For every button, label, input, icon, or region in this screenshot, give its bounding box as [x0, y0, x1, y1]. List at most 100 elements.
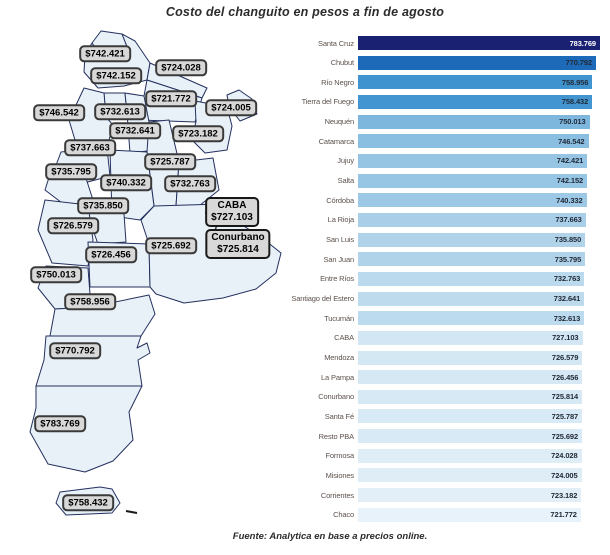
bar: 727.103: [358, 330, 583, 345]
bar-category-label: La Rioja: [327, 215, 354, 225]
bar-track: 742.152: [358, 173, 600, 188]
bar-value-label: 758.956: [561, 77, 589, 87]
bar-track: 740.332: [358, 193, 600, 208]
map-price-label: $724.005: [205, 99, 257, 117]
bar-row: Chaco 721.772: [292, 507, 600, 522]
map-price-label: $735.795: [45, 163, 97, 181]
bar-row: CABA 727.103: [292, 330, 600, 345]
bar: 783.769: [358, 36, 600, 50]
bar: 758.432: [358, 94, 593, 109]
bar-category-label: Córdoba: [326, 195, 354, 205]
bar-value-label: 725.692: [551, 431, 579, 441]
map-price-label: $732.613: [94, 103, 146, 121]
map-price-label: $742.421: [79, 45, 131, 63]
bar-value-label: 723.182: [550, 490, 578, 500]
bar: 758.956: [358, 75, 593, 90]
map-price-label: $725.787: [144, 153, 196, 171]
bar-track: 725.787: [358, 409, 600, 424]
bar-category-label: Resto PBA: [318, 431, 354, 441]
map-price-label: $721.772: [145, 90, 197, 108]
map-price-label: $770.792: [49, 342, 101, 360]
map-price-label: $750.013: [30, 266, 82, 284]
bar: 742.152: [358, 173, 588, 188]
bar-track: 725.692: [358, 429, 600, 444]
bar-category-label: Entre Ríos: [320, 274, 354, 284]
map-price-label: $724.028: [155, 59, 207, 77]
bar-row: Catamarca 746.542: [292, 134, 600, 149]
bar-value-label: 746.542: [558, 136, 585, 146]
bar-row: Entre Ríos 732.763: [292, 271, 600, 286]
bar-value-label: 783.769: [569, 38, 597, 48]
bar-value-label: 735.795: [554, 254, 582, 264]
bar-category-label: Santiago del Estero: [291, 294, 354, 304]
bar-value-label: 732.613: [553, 313, 581, 323]
map-price-label: $726.456: [85, 246, 137, 264]
bar-row: Corrientes 723.182: [292, 488, 600, 503]
bar: 735.850: [358, 232, 586, 247]
bar-track: 732.641: [358, 291, 600, 306]
bar-track: 735.850: [358, 232, 600, 247]
bar-row: La Pampa 726.456: [292, 370, 600, 385]
bar-track: 742.421: [358, 153, 600, 168]
bar-track: 724.005: [358, 468, 600, 483]
bar-value-label: 758.432: [561, 97, 589, 107]
map-price-label: $726.579: [47, 217, 99, 235]
isla-de-los-estados: [125, 510, 138, 514]
bar-category-label: San Juan: [323, 254, 355, 264]
bar-value-label: 724.028: [551, 451, 578, 461]
province-santa-cruz: [29, 385, 143, 473]
bar-category-label: Catamarca: [318, 136, 354, 146]
bar-category-label: La Pampa: [321, 372, 354, 382]
bar-row: Córdoba 740.332: [292, 193, 600, 208]
bar-track: 737.663: [358, 212, 600, 227]
bar-category-label: Conurbano: [318, 392, 354, 402]
bar-category-label: Formosa: [325, 451, 354, 461]
bar-value-label: 726.456: [551, 372, 579, 382]
bar-track: 758.956: [358, 75, 600, 90]
bar-value-label: 732.763: [553, 274, 581, 284]
bar-track: 725.814: [358, 389, 600, 404]
bar: 724.028: [358, 448, 582, 463]
map-price-label: $758.432: [62, 494, 114, 512]
bar: 732.613: [358, 311, 585, 326]
bar: 750.013: [358, 114, 590, 129]
bar-category-label: Misiones: [325, 470, 355, 480]
bar-row: San Luis 735.850: [292, 232, 600, 247]
map-price-label: $732.763: [164, 175, 216, 193]
bar: 725.814: [358, 389, 583, 404]
bar: 726.456: [358, 370, 583, 385]
chart-title: Costo del changuito en pesos a fin de ag…: [165, 5, 445, 19]
bar-value-label: 724.005: [551, 470, 578, 480]
bar: 735.795: [358, 252, 586, 267]
bar: 723.182: [358, 488, 582, 503]
bar-category-label: Santa Cruz: [317, 38, 354, 48]
bar-value-label: 725.814: [551, 392, 579, 402]
bar-category-label: San Luis: [326, 235, 354, 245]
bar: 725.692: [358, 429, 583, 444]
bar: 725.787: [358, 409, 583, 424]
bar: 732.763: [358, 271, 585, 286]
bar-value-label: 726.579: [551, 353, 579, 362]
map-price-label: $740.332: [100, 174, 152, 192]
bar-row: Neuquén 750.013: [292, 114, 600, 129]
bar: 746.542: [358, 134, 589, 149]
bar-category-label: CABA: [334, 333, 354, 343]
bar-row: Tierra del Fuego 758.432: [292, 94, 600, 109]
bar: 732.641: [358, 291, 585, 306]
bar-value-label: 727.103: [552, 333, 579, 343]
bar-row: Salta 742.152: [292, 173, 600, 188]
bar-value-label: 750.013: [559, 117, 586, 127]
bar: 721.772: [358, 507, 581, 522]
bar-row: Resto PBA 725.692: [292, 429, 600, 444]
bar-row: Conurbano 725.814: [292, 389, 600, 404]
bar-track: 750.013: [358, 114, 600, 129]
bar: 737.663: [358, 212, 586, 227]
bar-category-label: Jujuy: [337, 156, 354, 166]
bar-track: 726.456: [358, 370, 600, 385]
bar-track: 758.432: [358, 94, 600, 109]
map-price-label: Conurbano $725.814: [205, 229, 271, 259]
bar-value-label: 740.332: [556, 195, 583, 205]
source-note: Fuente: Analytica en base a precios onli…: [232, 531, 428, 542]
map-price-label: CABA $727.103: [205, 197, 259, 227]
bar-track: 721.772: [358, 507, 600, 522]
